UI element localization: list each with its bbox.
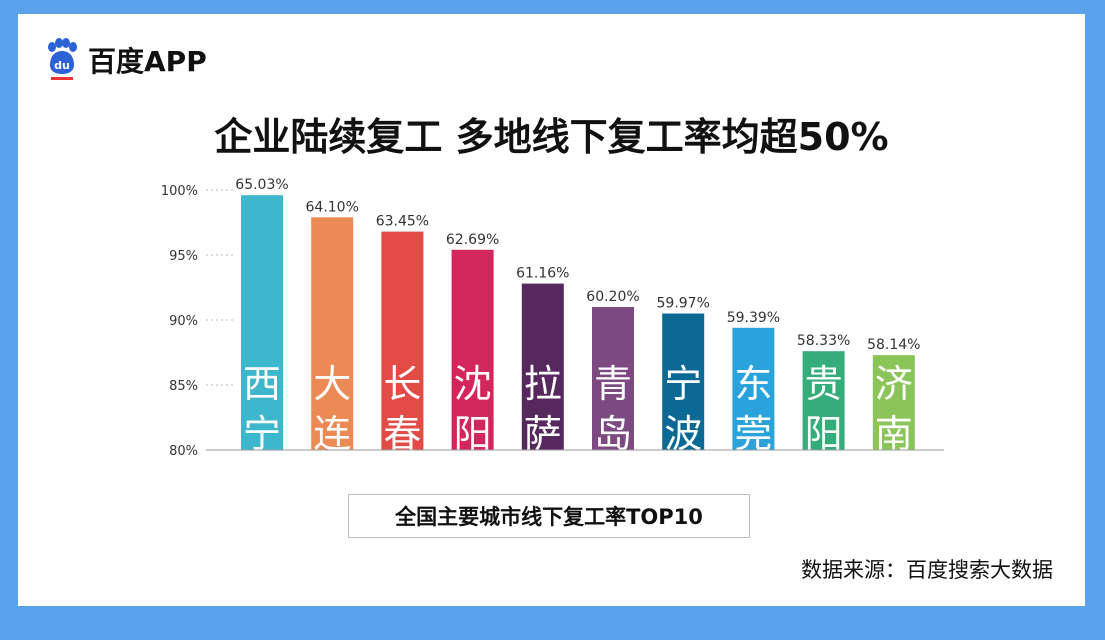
data-label: 60.20% [586,289,639,305]
category-label: 波 [664,412,702,456]
bar-group: 58.33% 贵阳 [797,333,850,456]
data-label: 65.03% [235,177,288,193]
category-label: 春 [383,412,421,456]
bar [451,249,494,450]
data-label: 61.16% [516,266,569,282]
category-label: 东 [734,362,772,406]
baidu-logo: du 百度APP [44,38,207,82]
bar-group: 62.69% 沈阳 [446,232,499,456]
bar-group: 58.14% 济南 [867,337,920,456]
grid-lines [206,189,233,386]
y-tick-label: 90% [169,314,198,329]
data-label: 62.69% [446,232,499,248]
bar [802,351,845,450]
bar [381,231,424,450]
category-label: 宁 [243,412,281,456]
category-label: 岛 [594,412,632,456]
data-label: 58.14% [867,337,920,353]
bar [521,283,564,450]
category-label: 济 [875,362,913,406]
page-title: 企业陆续复工 多地线下复工率均超50% [214,115,889,159]
y-tick-label: 85% [169,379,198,394]
bar [732,327,775,450]
data-label: 59.97% [657,296,710,312]
bar-group: 59.97% 宁波 [657,296,710,457]
category-label: 沈 [454,362,492,406]
svg-text:du: du [54,59,70,72]
bar [592,307,634,450]
category-label: 阳 [454,412,492,456]
y-tick-label: 95% [169,249,198,264]
data-label: 59.39% [727,310,780,326]
category-label: 贵 [805,362,843,406]
bar [872,355,915,450]
baidu-paw-icon: du [48,38,77,80]
category-label: 拉 [524,362,562,406]
infographic-card: du 百度APP 企业陆续复工 多地线下复工率均超50% 80% 85% 90% 95… [18,14,1085,606]
logo-text: 百度APP [88,45,207,78]
bar-group: 60.20% 青岛 [586,289,639,456]
data-source: 数据来源：百度搜索大数据 [801,558,1053,582]
bar-group: 59.39% 东莞 [727,310,780,456]
data-label: 64.10% [306,199,359,215]
category-label: 青 [594,362,632,406]
category-label: 莞 [734,412,772,456]
category-label: 西 [243,362,281,406]
bar-group: 61.16% 拉萨 [516,266,569,456]
category-label: 阳 [805,412,843,456]
bar-group: 64.10% 大连 [306,199,359,456]
category-label: 长 [383,362,421,406]
bar [662,313,705,450]
category-label: 连 [313,412,351,456]
category-label: 南 [875,412,913,456]
y-tick-label: 100% [161,184,198,199]
data-label: 58.33% [797,333,850,349]
bar [241,195,283,450]
bar-chart: 80%85%90%95%100% 65.03%西宁64.10%大连63.45%长… [161,177,944,459]
chart-caption: 全国主要城市线下复工率TOP10 [348,494,750,538]
category-label: 宁 [664,362,702,406]
y-axis-ticks: 80% 85% 90% 95% 100% [161,184,198,459]
category-label: 大 [313,362,351,406]
bar-group: 63.45% 长春 [376,214,429,456]
bar [311,217,354,450]
bars: 65.03%西宁64.10%大连63.45%长春62.69%沈阳61.16%拉萨… [235,177,920,456]
y-tick-label: 80% [169,444,198,459]
data-label: 63.45% [376,214,429,230]
bar-group: 65.03% 西宁 [235,177,288,456]
category-label: 萨 [524,412,562,456]
